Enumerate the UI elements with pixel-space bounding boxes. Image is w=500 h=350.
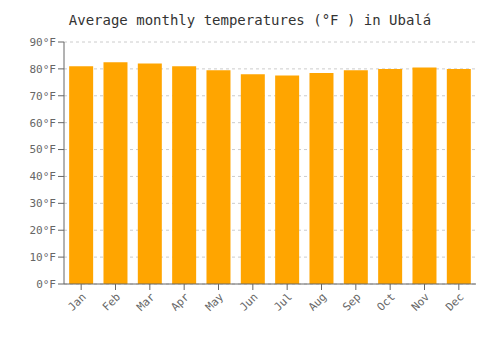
- svg-text:Oct: Oct: [375, 290, 398, 313]
- svg-text:Nov: Nov: [409, 290, 433, 314]
- svg-text:10°F: 10°F: [30, 251, 57, 264]
- svg-text:80°F: 80°F: [30, 63, 57, 76]
- svg-text:30°F: 30°F: [30, 197, 57, 210]
- svg-text:40°F: 40°F: [30, 170, 57, 183]
- svg-text:May: May: [203, 290, 227, 314]
- svg-text:Sep: Sep: [340, 290, 363, 313]
- svg-text:60°F: 60°F: [30, 117, 57, 130]
- svg-text:Dec: Dec: [443, 290, 466, 313]
- svg-text:Jul: Jul: [272, 290, 295, 313]
- svg-text:90°F: 90°F: [30, 36, 57, 49]
- svg-text:Jan: Jan: [66, 290, 89, 313]
- svg-text:Aug: Aug: [306, 290, 329, 313]
- svg-text:Feb: Feb: [100, 290, 123, 313]
- html-text:Average monthly temperatures (: Average monthly temperatures (°F ) in Ub…: [68, 12, 432, 28]
- svg-text:50°F: 50°F: [30, 143, 57, 156]
- svg-text:0°F: 0°F: [36, 278, 56, 291]
- svg-text:Apr: Apr: [169, 290, 193, 314]
- svg-text:Mar: Mar: [134, 290, 158, 314]
- svg-text:20°F: 20°F: [30, 224, 57, 237]
- svg-text:70°F: 70°F: [30, 90, 57, 103]
- svg-text:Jun: Jun: [237, 290, 260, 313]
